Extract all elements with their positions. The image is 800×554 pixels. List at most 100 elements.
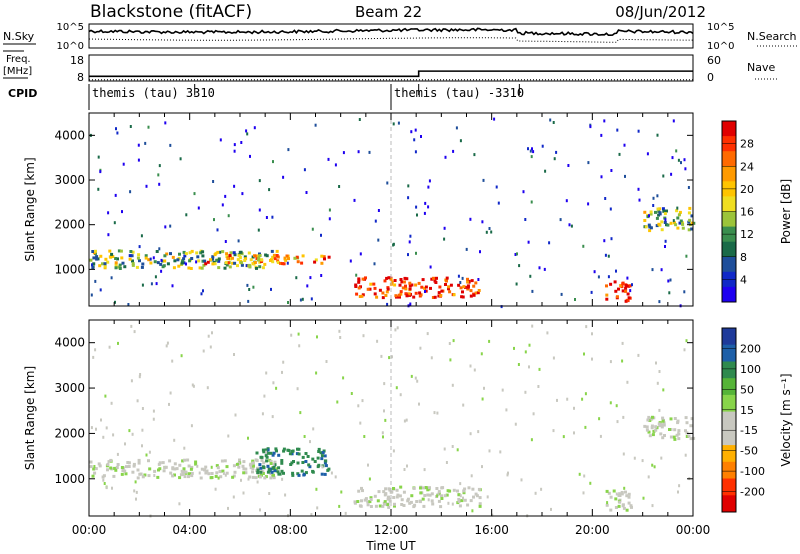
data-cell (147, 459, 150, 463)
data-cell (673, 437, 677, 441)
data-cell (407, 253, 409, 257)
data-cell (417, 281, 421, 285)
cpid-mode-label: themis (tau) -3310 (394, 86, 524, 100)
data-cell (518, 264, 521, 268)
data-cell (285, 254, 289, 258)
data-cell (505, 408, 508, 412)
data-cell (104, 394, 107, 398)
data-cell (157, 468, 160, 472)
data-cell (272, 160, 274, 164)
data-cell (684, 453, 687, 457)
data-cell (458, 504, 462, 508)
data-cell (617, 504, 621, 508)
data-cell (419, 491, 423, 495)
data-cell (342, 151, 345, 155)
data-cell (419, 293, 423, 297)
data-cell (173, 473, 176, 477)
data-cell (257, 228, 260, 232)
data-cell (462, 403, 465, 407)
data-cell (112, 474, 116, 478)
data-cell (605, 284, 608, 288)
data-cell (99, 254, 103, 258)
data-cell (649, 210, 653, 214)
data-cell (358, 118, 361, 121)
data-cell (150, 282, 153, 286)
data-cell (657, 422, 661, 426)
data-cell (357, 280, 361, 284)
data-cell (381, 291, 385, 295)
data-cell (327, 255, 331, 259)
data-cell (658, 212, 662, 216)
data-cell (357, 489, 361, 493)
data-cell (479, 250, 481, 254)
data-cell (155, 250, 159, 253)
data-cell (604, 253, 607, 257)
x-tick-label: 00:00 (72, 523, 107, 537)
data-cell (513, 346, 515, 350)
colorbar-segment (722, 256, 736, 273)
data-cell (520, 478, 523, 482)
data-cell (201, 259, 205, 263)
data-cell (501, 388, 504, 392)
data-cell (340, 490, 343, 494)
data-cell (290, 461, 294, 465)
data-cell (421, 497, 425, 501)
data-cell (491, 513, 494, 517)
data-cell (530, 438, 533, 442)
data-cell (590, 290, 593, 294)
data-cell (166, 341, 169, 345)
data-cell (623, 486, 626, 490)
data-cell (472, 284, 476, 288)
data-cell (384, 418, 387, 422)
data-cell (684, 429, 687, 433)
data-cell (462, 285, 466, 289)
date-title: 08/Jun/2012 (615, 3, 706, 21)
data-cell (252, 464, 255, 468)
data-cell (366, 503, 370, 507)
data-cell (264, 454, 268, 458)
data-cell (677, 431, 680, 435)
data-cell (233, 353, 235, 356)
data-cell (614, 497, 618, 501)
data-cell (131, 250, 135, 254)
data-cell (233, 253, 237, 257)
data-cell (368, 287, 372, 291)
data-cell (677, 437, 681, 441)
data-cell (190, 424, 193, 428)
data-cell (435, 276, 438, 280)
freq-label: Freq. (6, 54, 31, 65)
data-cell (386, 181, 389, 185)
data-cell (247, 477, 250, 481)
data-cell (399, 290, 403, 294)
data-cell (689, 437, 693, 441)
data-cell (225, 471, 229, 475)
data-cell (103, 264, 107, 268)
data-cell (407, 184, 410, 188)
data-cell (97, 187, 100, 191)
data-cell (637, 187, 640, 191)
cpid-mode-label: themis (tau) 3310 (92, 86, 215, 100)
data-cell (306, 284, 309, 288)
data-cell (102, 478, 105, 482)
data-cell (93, 471, 97, 475)
data-cell (89, 465, 93, 469)
data-cell (105, 426, 108, 430)
data-cell (672, 435, 676, 439)
data-cell (685, 421, 689, 425)
data-cell (609, 508, 613, 512)
data-cell (132, 462, 136, 466)
data-cell (369, 282, 373, 286)
data-cell (94, 467, 98, 471)
data-cell (678, 221, 682, 225)
data-cell (274, 447, 278, 451)
data-cell (219, 138, 222, 142)
data-cell (131, 259, 134, 263)
data-cell (297, 447, 301, 451)
data-cell (486, 495, 489, 499)
data-cell (246, 283, 249, 287)
data-cell (409, 500, 413, 504)
data-cell (123, 469, 127, 473)
data-cell (531, 289, 534, 293)
data-cell (261, 266, 265, 270)
data-cell (140, 265, 144, 269)
